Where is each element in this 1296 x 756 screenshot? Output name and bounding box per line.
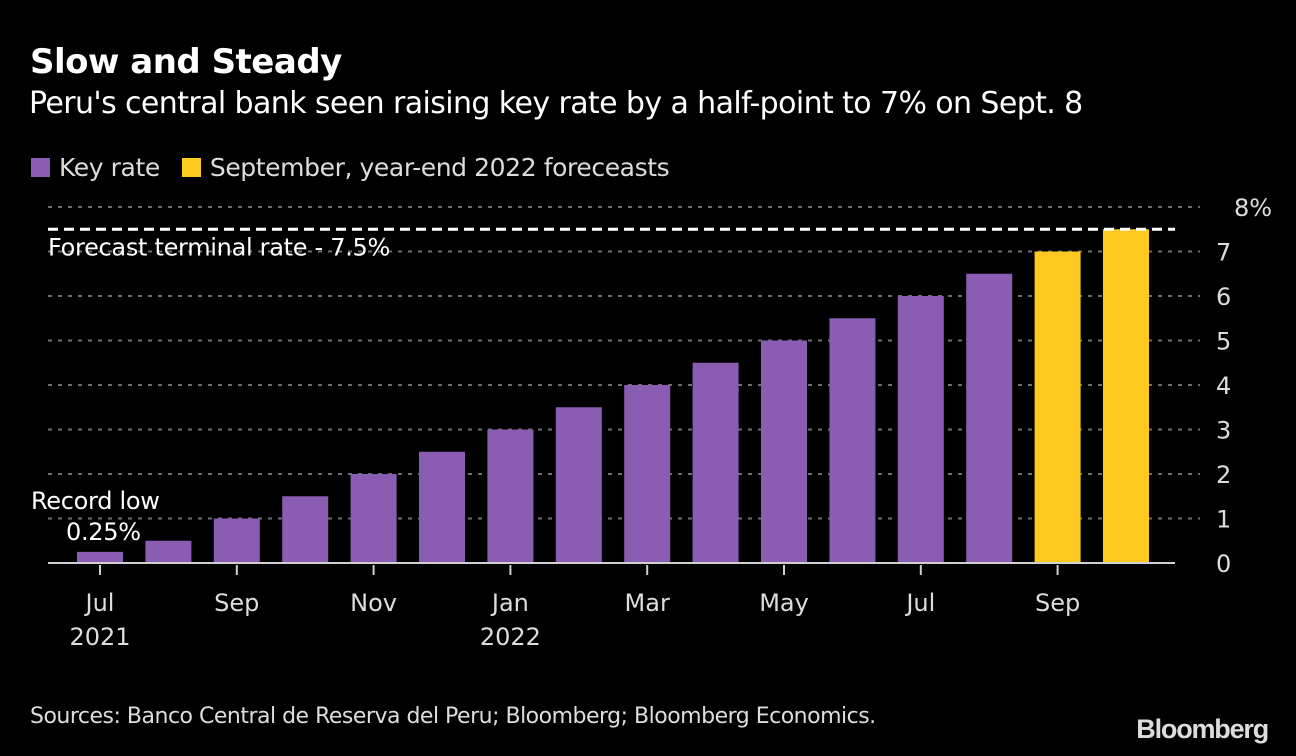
x-tick-label: Sep <box>214 589 259 617</box>
bar-forecast <box>1034 251 1081 563</box>
x-tick-sublabel: 2021 <box>69 623 130 651</box>
legend: Key rate September, year-end 2022 forece… <box>31 153 691 182</box>
y-tick-label: 8% <box>1234 194 1272 222</box>
legend-swatch-forecasts <box>181 158 201 177</box>
legend-item-forecasts: September, year-end 2022 foreceasts <box>181 153 670 182</box>
reference-line-group: Forecast terminal rate - 7.5% <box>48 227 1175 261</box>
x-tick-label: Sep <box>1035 589 1080 617</box>
legend-item-key-rate: Key rate <box>31 153 160 182</box>
y-tick-label: 1 <box>1216 506 1231 534</box>
legend-label-key-rate: Key rate <box>59 153 160 182</box>
bar-key-rate <box>829 318 876 563</box>
y-tick-label: 3 <box>1216 417 1231 445</box>
y-tick-label: 4 <box>1216 372 1231 400</box>
bar-key-rate <box>555 407 602 563</box>
legend-swatch-key-rate <box>31 158 50 177</box>
bar-key-rate <box>487 429 534 563</box>
bar-key-rate <box>966 273 1013 563</box>
bar-key-rate <box>692 362 739 563</box>
y-tick-label: 2 <box>1216 461 1231 489</box>
bar-key-rate <box>213 518 260 563</box>
y-tick-label: 6 <box>1216 283 1231 311</box>
bar-key-rate <box>145 540 192 563</box>
chart-subtitle: Peru's central bank seen raising key rat… <box>29 86 1083 121</box>
chart-title: Slow and Steady <box>30 42 342 82</box>
annotation-record-low-value: 0.25% <box>66 518 141 546</box>
bar-key-rate <box>419 451 465 563</box>
annotation-record-low: Record low <box>31 487 160 515</box>
sources-note: Sources: Banco Central de Reserva del Pe… <box>30 704 876 729</box>
bar-key-rate <box>350 474 397 563</box>
x-tick-label: Jan <box>490 589 529 617</box>
bar-key-rate <box>897 296 944 563</box>
terminal-rate-label: Forecast terminal rate - 7.5% <box>48 233 390 261</box>
bar-key-rate <box>77 551 123 563</box>
annotations: Record low 0.25% <box>31 487 160 546</box>
x-tick-label: Jul <box>84 589 115 617</box>
bar-forecast <box>1103 229 1149 563</box>
x-tick-label: Jul <box>904 589 935 617</box>
bar-key-rate <box>282 496 329 563</box>
bar-key-rate <box>624 385 671 563</box>
y-tick-label: 7 <box>1216 239 1231 267</box>
bars <box>77 229 1149 563</box>
legend-label-forecasts: September, year-end 2022 foreceasts <box>209 153 670 182</box>
y-tick-label: 0 <box>1216 550 1231 578</box>
x-tick-label: Nov <box>350 589 397 617</box>
y-axis: 0 1 2 3 4 5 6 78% <box>1216 194 1272 578</box>
bloomberg-logo: Bloomberg <box>1136 714 1269 744</box>
x-tick-label: Mar <box>625 589 670 617</box>
x-tick-label: May <box>759 589 809 617</box>
x-tick-sublabel: 2022 <box>480 623 541 651</box>
x-axis: Jul 2021 Sep Nov Jan 2022 Mar May Jul Sep <box>48 562 1175 651</box>
bar-key-rate <box>761 340 807 563</box>
y-tick-label: 5 <box>1216 328 1231 356</box>
